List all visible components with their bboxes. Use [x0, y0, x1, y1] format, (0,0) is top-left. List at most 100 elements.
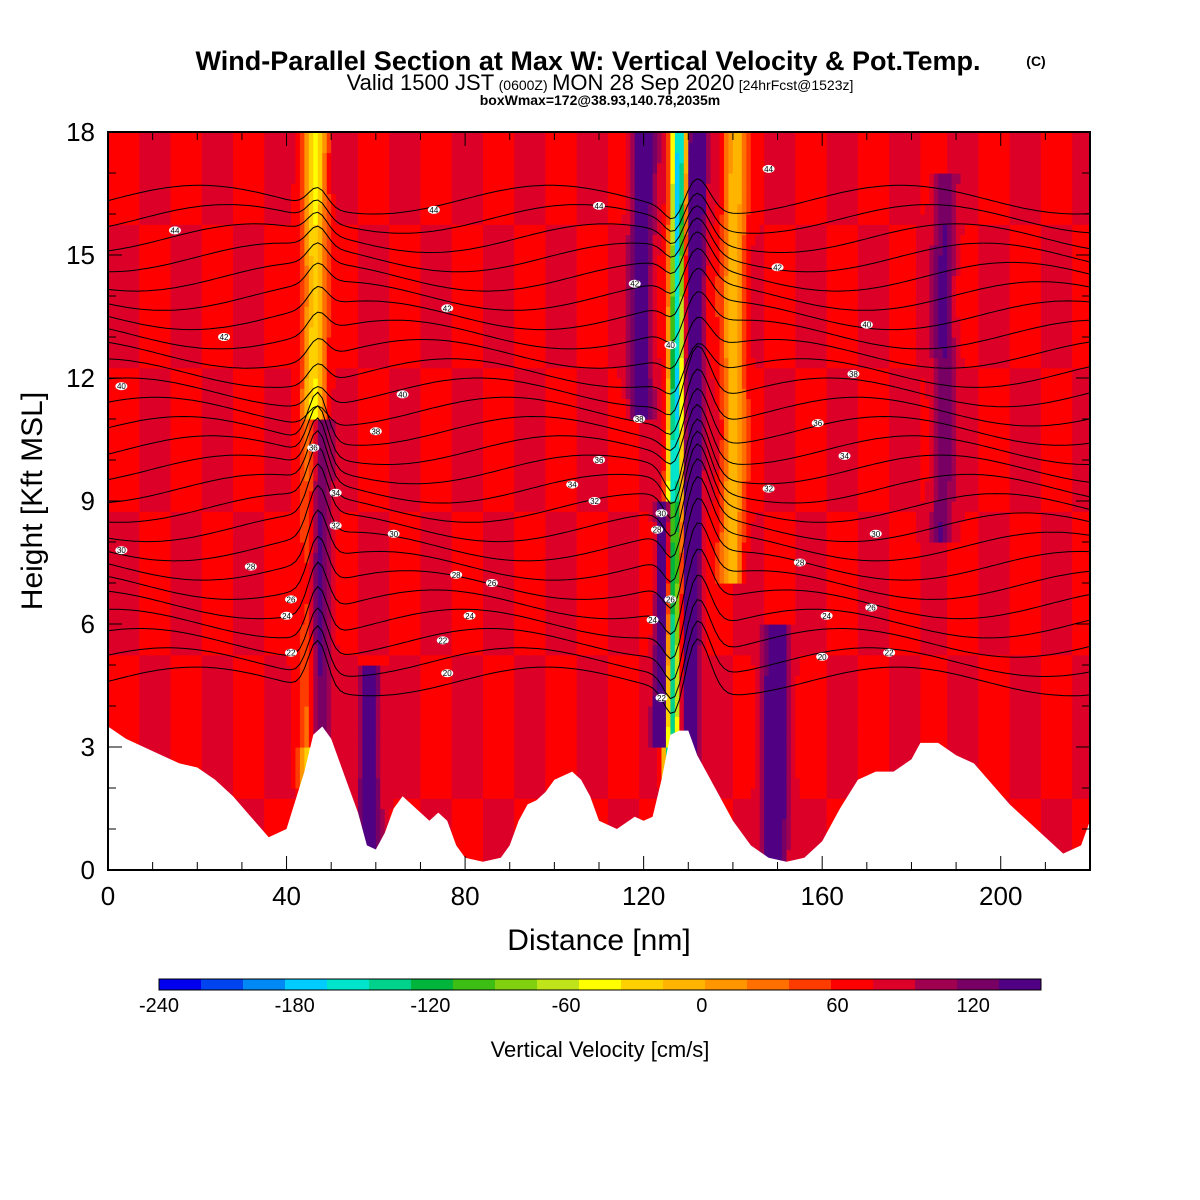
velocity-cell [130, 326, 136, 338]
velocity-cell [161, 378, 167, 389]
velocity-cell [206, 562, 212, 574]
velocity-cell [353, 244, 359, 256]
velocity-cell [398, 132, 404, 143]
velocity-cell [237, 634, 243, 646]
velocity-cell [398, 460, 404, 471]
velocity-cell [357, 685, 364, 697]
velocity-cell [152, 244, 158, 256]
velocity-cell [246, 542, 252, 553]
velocity-cell [366, 798, 372, 810]
velocity-cell [353, 767, 359, 779]
velocity-cell [125, 255, 131, 266]
velocity-cell [224, 521, 230, 533]
velocity-cell [273, 132, 279, 143]
velocity-cell [108, 511, 114, 523]
velocity-cell [380, 490, 386, 502]
velocity-cell [415, 747, 422, 758]
velocity-cell [255, 275, 261, 287]
velocity-cell [268, 624, 274, 635]
velocity-cell [304, 644, 310, 656]
velocity-cell [174, 429, 181, 441]
velocity-cell [192, 593, 198, 605]
velocity-cell [295, 480, 301, 492]
velocity-cell [250, 306, 256, 318]
velocity-cell [183, 613, 189, 625]
velocity-cell [353, 757, 359, 769]
velocity-cell [308, 501, 314, 512]
velocity-cell [273, 265, 279, 277]
velocity-cell [268, 603, 274, 615]
velocity-cell [174, 470, 181, 482]
velocity-cell [353, 162, 359, 174]
velocity-cell [375, 634, 381, 646]
velocity-cell [357, 408, 364, 420]
velocity-cell [125, 572, 131, 584]
velocity-cell [375, 593, 381, 605]
velocity-cell [384, 203, 390, 215]
velocity-cell [304, 326, 310, 338]
velocity-cell [143, 644, 149, 656]
velocity-cell [277, 542, 283, 553]
velocity-cell [210, 296, 216, 307]
velocity-cell [295, 531, 301, 543]
velocity-cell [291, 203, 297, 215]
velocity-cell [335, 439, 341, 451]
velocity-cell [134, 716, 140, 728]
velocity-cell [161, 685, 167, 697]
velocity-cell [282, 244, 288, 256]
velocity-cell [326, 654, 332, 666]
velocity-cell [375, 726, 381, 738]
velocity-cell [237, 767, 243, 779]
velocity-cell [393, 788, 399, 799]
velocity-cell [174, 593, 181, 605]
velocity-cell [277, 378, 283, 389]
velocity-cell [143, 490, 149, 502]
velocity-cell [255, 470, 261, 482]
velocity-cell [143, 234, 149, 246]
velocity-cell [224, 675, 230, 687]
velocity-cell [108, 326, 114, 338]
velocity-cell [174, 398, 181, 410]
velocity-cell [246, 788, 252, 799]
velocity-cell [232, 296, 239, 307]
velocity-cell [125, 337, 131, 348]
velocity-cell [255, 665, 261, 676]
velocity-cell [402, 583, 408, 594]
velocity-cell [393, 757, 399, 769]
velocity-cell [228, 275, 234, 287]
velocity-cell [259, 460, 265, 471]
velocity-cell [264, 132, 270, 143]
velocity-cell [250, 132, 256, 143]
velocity-cell [273, 398, 279, 410]
velocity-cell [170, 296, 176, 307]
velocity-cell [380, 829, 386, 840]
velocity-cell [268, 388, 274, 400]
velocity-cell [246, 726, 252, 738]
velocity-cell [215, 501, 221, 512]
velocity-cell [268, 326, 274, 338]
velocity-cell [282, 747, 288, 758]
velocity-cell [362, 378, 368, 389]
velocity-cell [389, 337, 395, 348]
velocity-cell [246, 367, 252, 379]
velocity-cell [326, 695, 332, 707]
velocity-cell [340, 173, 346, 184]
velocity-cell [335, 398, 341, 410]
velocity-cell [371, 234, 377, 246]
velocity-cell [286, 419, 292, 430]
velocity-cell [407, 634, 413, 646]
velocity-cell [192, 388, 198, 400]
velocity-cell [344, 162, 350, 174]
velocity-cell [407, 203, 413, 215]
velocity-cell [241, 255, 247, 266]
velocity-cell [237, 788, 243, 799]
velocity-cell [170, 367, 176, 379]
velocity-cell [393, 716, 399, 728]
velocity-cell [277, 152, 283, 164]
velocity-cell [331, 542, 337, 553]
velocity-cell [317, 613, 323, 625]
velocity-cell [407, 142, 413, 154]
velocity-cell [268, 531, 274, 543]
velocity-cell [157, 747, 163, 758]
velocity-cell [299, 695, 305, 707]
